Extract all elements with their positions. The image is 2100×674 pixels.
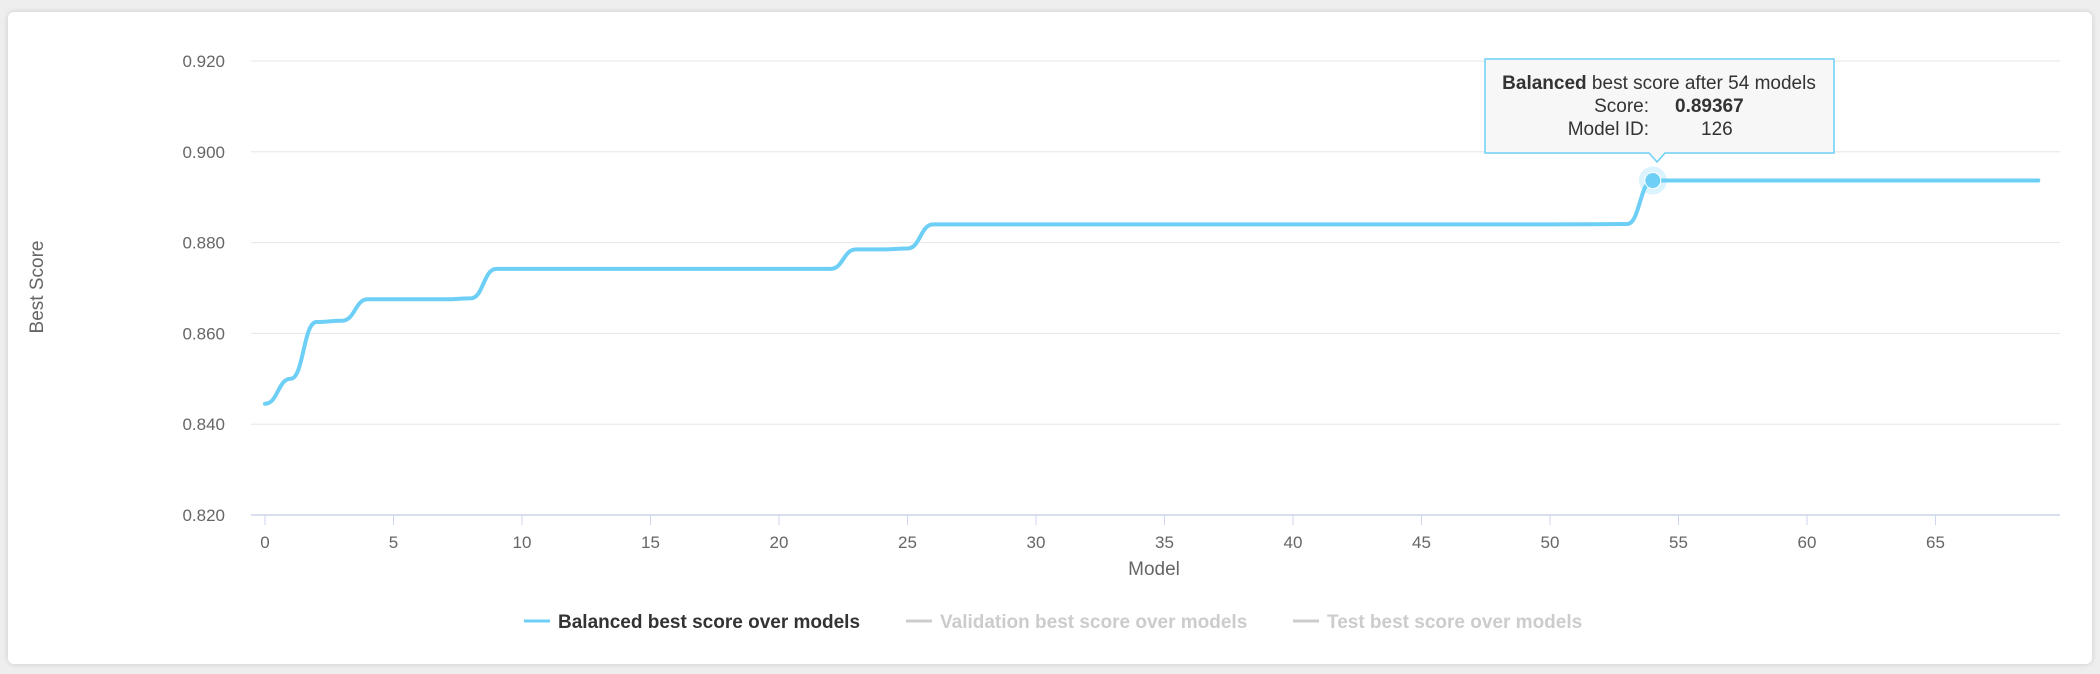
x-tick-label: 30 bbox=[1027, 533, 1046, 552]
x-tick-label: 10 bbox=[513, 533, 532, 552]
x-axis-title: Model bbox=[1128, 559, 1180, 580]
legend-label: Balanced best score over models bbox=[558, 612, 860, 633]
tooltip-title: Balanced best score after 54 models bbox=[1502, 73, 1816, 94]
x-tick-label: 35 bbox=[1155, 533, 1174, 552]
tooltip-title-rest: best score after 54 models bbox=[1587, 73, 1816, 94]
x-tick-label: 50 bbox=[1541, 533, 1560, 552]
x-tick-label: 55 bbox=[1669, 533, 1688, 552]
x-tick-label: 25 bbox=[898, 533, 917, 552]
x-tick-label: 5 bbox=[389, 533, 398, 552]
legend-item: Balanced best score over models bbox=[524, 612, 860, 633]
legend-label: Validation best score over models bbox=[940, 612, 1247, 633]
y-tick-label: 0.900 bbox=[182, 143, 225, 162]
legend-label: Test best score over models bbox=[1327, 612, 1582, 633]
grid-lines bbox=[251, 60, 2060, 516]
y-axis-title: Best Score bbox=[27, 241, 48, 334]
x-axis-ticks: 0 5 10 15 20 25 30 35 40 45 50 55 60 65 bbox=[260, 515, 1945, 552]
y-axis-ticks: 0.820 0.840 0.860 0.880 0.900 0.920 bbox=[182, 52, 225, 525]
highlight-point bbox=[1644, 172, 1662, 190]
y-tick-label: 0.920 bbox=[182, 52, 225, 71]
series-layer bbox=[263, 178, 2041, 406]
x-tick-label: 45 bbox=[1412, 533, 1431, 552]
legend: Balanced best score over models Validatio… bbox=[524, 612, 1582, 633]
tooltip-box bbox=[1484, 58, 1835, 164]
x-tick-label: 65 bbox=[1926, 533, 1945, 552]
best-score-chart: 0.820 0.840 0.860 0.880 0.900 0.920 0 5 10 15 20 2… bbox=[27, 52, 2060, 633]
x-tick-label: 60 bbox=[1798, 533, 1817, 552]
tooltip-model-id-value: 126 bbox=[1701, 119, 1733, 140]
x-tick-label: 40 bbox=[1284, 533, 1303, 552]
series-line bbox=[263, 178, 2041, 406]
x-tick-label: 20 bbox=[770, 533, 789, 552]
y-tick-label: 0.880 bbox=[182, 234, 225, 253]
tooltip-title-bold: Balanced bbox=[1502, 73, 1586, 94]
chart-card: 0.820 0.840 0.860 0.880 0.900 0.920 0 5 10 15 20 2… bbox=[8, 12, 2092, 664]
legend-item: Validation best score over models bbox=[906, 612, 1247, 633]
tooltip-model-id-label: Model ID: bbox=[1568, 119, 1649, 140]
x-tick-label: 15 bbox=[641, 533, 660, 552]
highlight-marker bbox=[1638, 166, 1667, 195]
y-tick-label: 0.820 bbox=[182, 506, 225, 525]
tooltip-score-value: 0.89367 bbox=[1675, 96, 1744, 117]
y-tick-label: 0.860 bbox=[182, 324, 225, 343]
tooltip: Balanced best score after 54 models Scor… bbox=[1484, 58, 1835, 164]
tooltip-score-label: Score: bbox=[1594, 96, 1649, 117]
y-tick-label: 0.840 bbox=[182, 415, 225, 434]
legend-item: Test best score over models bbox=[1293, 612, 1582, 633]
x-tick-label: 0 bbox=[260, 533, 269, 552]
